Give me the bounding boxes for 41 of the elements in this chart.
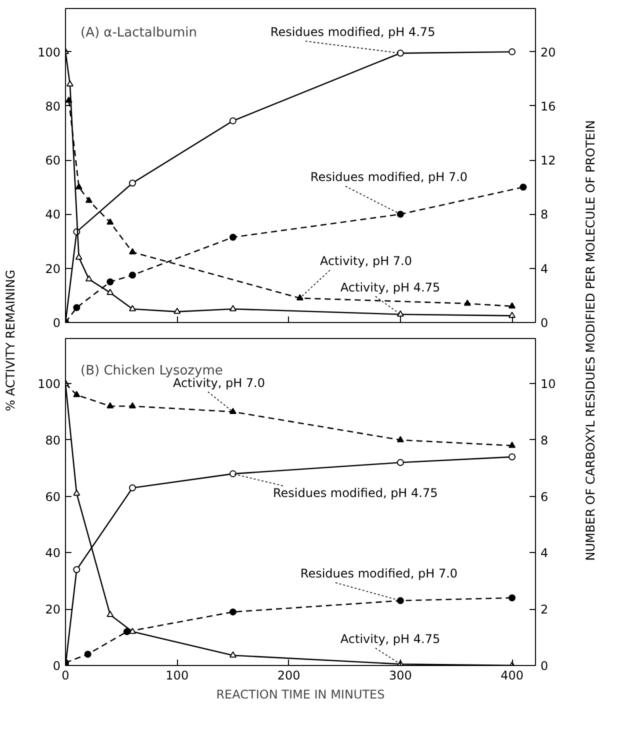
y-tick-label: 80: [45, 433, 61, 448]
y2-tick-label: 4: [540, 546, 548, 560]
y2-tick-label: 12: [540, 154, 556, 168]
x-tick-label: 100: [166, 668, 189, 682]
y-axis-title: % ACTIVITY REMAINING: [4, 270, 18, 412]
series-label: Activity, pH 4.75: [340, 280, 440, 294]
series-label: Residues modified, pH 4.75: [272, 486, 438, 500]
y-tick-label: 40: [45, 208, 61, 222]
text: (A) α-Lactalbumin: [80, 26, 197, 40]
y-tick-label: 0: [52, 659, 61, 673]
y2-axis-title: NUMBER OF CARBOXYL RESIDUES MODIFIED PER MOLECULE OF PROTEIN: [584, 120, 598, 561]
y2-tick-label: 6: [540, 490, 548, 504]
y2-tick-label: 0: [540, 316, 548, 330]
y2-tick-label: 4: [540, 262, 548, 276]
series-label: Residues modified, pH 7.0: [310, 170, 468, 184]
y-tick-label: 60: [45, 490, 61, 504]
series-label: Residues modified, pH 4.75: [270, 25, 436, 40]
text: (B) Chicken Lysozyme: [80, 364, 223, 378]
y-tick-label: 100: [38, 45, 60, 60]
y2-tick-label: 20: [540, 45, 556, 60]
x-axis-title: REACTION TIME IN MINUTES: [216, 688, 385, 702]
y-tick-label: 20: [45, 602, 61, 617]
y-tick-label: 80: [45, 99, 61, 114]
y-tick-label: 20: [45, 262, 61, 276]
series-label: Activity, pH 4.75: [340, 632, 440, 646]
y2-tick-label: 16: [540, 99, 556, 114]
x-tick-label: 200: [277, 668, 300, 682]
x-tick-label: 400: [500, 668, 524, 682]
text: Activity, pH 7.0: [320, 254, 412, 268]
y2-tick-label: 0: [540, 659, 548, 673]
y2-tick-label: 10: [540, 377, 556, 392]
y2-tick-label: 2: [540, 602, 548, 617]
y-tick-label: 60: [45, 154, 61, 168]
x-tick-label: 0: [62, 668, 70, 682]
y-tick-label: 40: [45, 546, 61, 560]
y-tick-label: 0: [52, 316, 61, 330]
y2-tick-label: 8: [540, 433, 548, 448]
y2-tick-label: 8: [540, 208, 548, 222]
series-label: Residues modified, pH 7.0: [300, 566, 458, 581]
x-tick-label: 300: [388, 668, 412, 682]
y-tick-label: 100: [38, 377, 60, 392]
